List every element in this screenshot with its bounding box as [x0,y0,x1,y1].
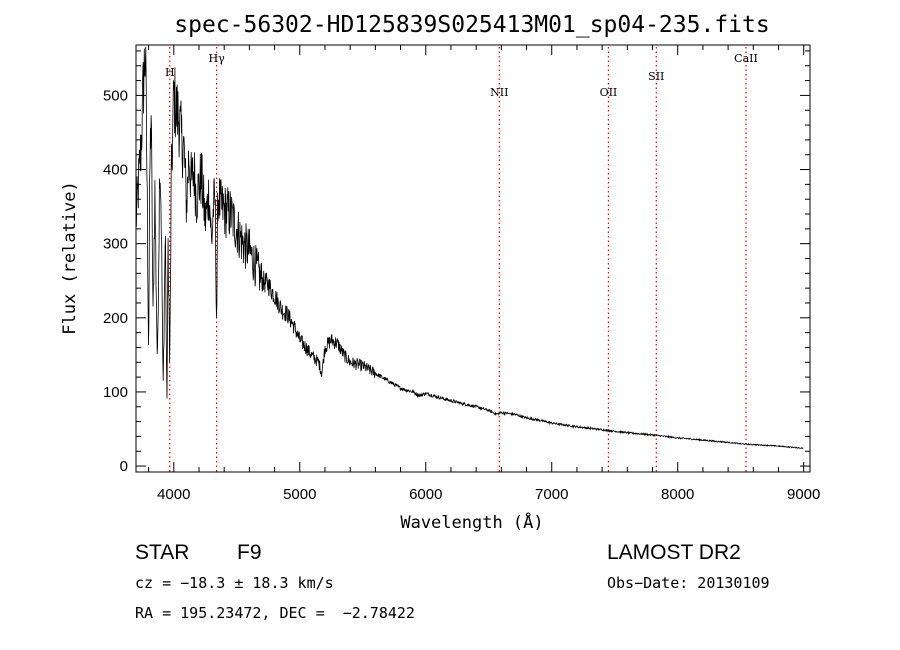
y-tick-label: 300 [103,236,128,253]
y-axis-label: Flux (relative) [60,181,80,335]
redshift-info: cz = −18.3 ± 18.3 km/s [135,574,334,592]
x-tick-label: 5000 [283,486,316,503]
axes: 4000 5000 6000 7000 8000 9000 0 100 200 300 400 500 [103,45,820,503]
line-label: SII [648,70,664,83]
line-label: Hγ [209,52,226,65]
coordinates: RA = 195.23472, DEC = −2.78422 [135,604,415,622]
x-tick-label: 7000 [535,486,568,503]
line-label: H [165,66,175,79]
y-tick-label: 200 [103,310,128,327]
emission-line-markers: H Hγ NII OII SII CaII [165,47,758,472]
line-label: CaII [734,52,758,65]
y-tick-label: 0 [120,458,128,475]
y-tick-label: 100 [103,384,128,401]
x-tick-label: 8000 [661,486,694,503]
y-tick-label: 400 [103,162,128,179]
x-axis-label: Wavelength (Å) [400,511,543,533]
x-tick-label: 4000 [157,486,190,503]
x-tick-label: 6000 [409,486,442,503]
subclass: F9 [237,541,262,564]
plot-frame [135,44,811,473]
obs-date: Obs−Date: 20130109 [607,574,770,592]
spectrum-series [135,46,804,450]
y-tick-label: 500 [103,87,128,104]
line-label: OII [600,86,618,99]
survey-name: LAMOST DR2 [607,541,741,564]
object-type: STAR [135,541,190,564]
chart-title: spec-56302-HD125839S025413M01_sp04-235.f… [174,12,769,38]
spectrum-line [135,46,804,450]
line-label: NII [490,86,508,99]
x-tick-label: 9000 [787,486,820,503]
